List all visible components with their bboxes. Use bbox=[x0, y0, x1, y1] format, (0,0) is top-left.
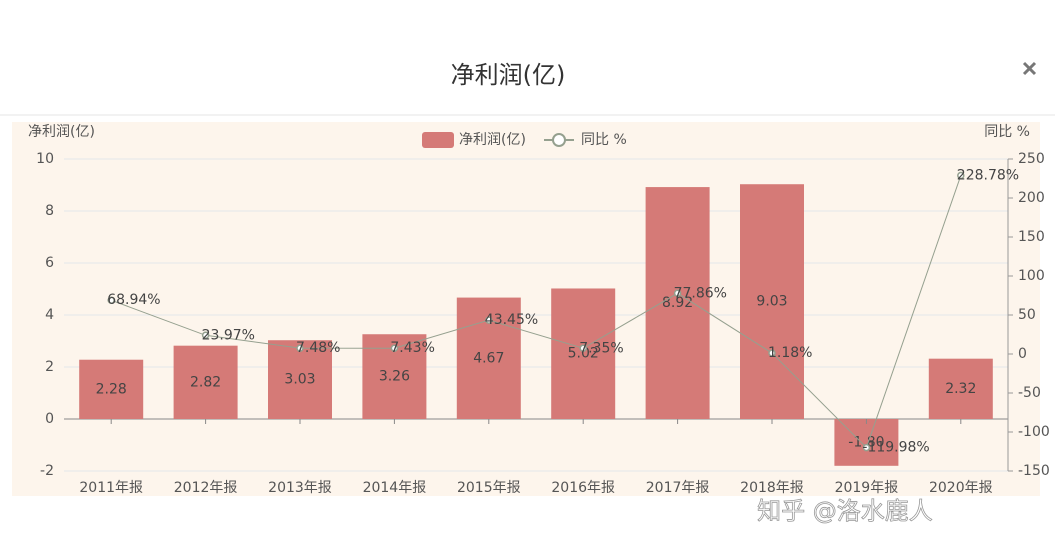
bar-label: 3.03 bbox=[284, 372, 315, 388]
line-point bbox=[485, 316, 493, 324]
line-point bbox=[957, 171, 965, 180]
line-point bbox=[107, 296, 115, 304]
line-point bbox=[296, 344, 304, 352]
line-label: 23.97% bbox=[202, 327, 255, 343]
y-tick-label: -2 bbox=[40, 463, 54, 479]
y2-tick-label: 50 bbox=[1018, 307, 1036, 323]
x-tick-label: 2018年报 bbox=[740, 480, 804, 496]
bar-label: 3.26 bbox=[379, 369, 410, 385]
bar bbox=[551, 288, 616, 419]
bar-label: 4.67 bbox=[473, 350, 504, 366]
y2-axis-title: 同比 % bbox=[984, 124, 1030, 140]
y-tick-label: 0 bbox=[45, 411, 54, 427]
line bbox=[111, 175, 962, 449]
line-label: 1.18% bbox=[768, 345, 812, 361]
y-tick-label: 4 bbox=[45, 307, 54, 323]
x-tick-label: 2020年报 bbox=[929, 480, 993, 496]
y2-tick-label: -150 bbox=[1018, 463, 1050, 479]
line-label: 77.86% bbox=[674, 285, 727, 301]
line-label: 7.43% bbox=[390, 340, 434, 356]
watermark: 知乎 @洛水鹿人 bbox=[757, 497, 933, 525]
y2-tick-label: -50 bbox=[1018, 385, 1041, 401]
y2-tick-label: 100 bbox=[1018, 268, 1045, 284]
bar-label: 8.92 bbox=[662, 295, 693, 311]
x-tick-label: 2016年报 bbox=[551, 480, 615, 496]
line-label: 228.78% bbox=[957, 168, 1019, 184]
x-tick-label: 2019年报 bbox=[835, 480, 899, 496]
line-point bbox=[673, 289, 682, 298]
bar-label: 2.28 bbox=[96, 381, 127, 397]
line-label: 68.94% bbox=[107, 292, 160, 308]
legend-swatch bbox=[552, 133, 566, 147]
bar bbox=[173, 345, 238, 419]
y2-tick-label: 200 bbox=[1018, 190, 1045, 206]
line-label: 7.48% bbox=[296, 340, 340, 356]
y2-tick-label: 0 bbox=[1018, 346, 1027, 362]
bar-label: 5.02 bbox=[568, 346, 599, 362]
x-tick-label: 2012年报 bbox=[174, 480, 238, 496]
x-tick-label: 2017年报 bbox=[646, 480, 710, 496]
line-label: 43.45% bbox=[485, 312, 538, 328]
modal-title: 净利润(亿) bbox=[451, 61, 566, 89]
bar-label: 9.03 bbox=[756, 294, 787, 310]
line-point bbox=[390, 344, 399, 352]
y-tick-label: 6 bbox=[45, 255, 54, 271]
x-tick-label: 2011年报 bbox=[79, 480, 143, 496]
bar bbox=[79, 359, 144, 419]
legend-label: 净利润(亿) bbox=[459, 132, 526, 148]
x-tick-label: 2014年报 bbox=[363, 480, 427, 496]
x-tick-label: 2015年报 bbox=[457, 480, 521, 496]
line-point bbox=[768, 349, 776, 357]
line-point bbox=[201, 331, 210, 340]
x-tick-label: 2013年报 bbox=[268, 480, 332, 496]
line-label: -119.98% bbox=[862, 440, 929, 456]
y2-tick-label: -100 bbox=[1018, 424, 1050, 440]
line-point bbox=[579, 344, 587, 353]
close-button[interactable] bbox=[1022, 61, 1037, 76]
y-axis-title: 净利润(亿) bbox=[28, 124, 95, 140]
legend-swatch bbox=[422, 132, 454, 148]
line-point bbox=[862, 443, 871, 452]
y-tick-label: 10 bbox=[36, 151, 54, 167]
y2-tick-label: 250 bbox=[1018, 151, 1045, 167]
plot: -2 0 2 4 6 8 10 -150 -100 -50 0 50 100 150 200 250 2.28 2… bbox=[36, 132, 1050, 496]
bar-label: 2.82 bbox=[190, 374, 221, 390]
y-tick-label: 8 bbox=[45, 203, 54, 219]
bar bbox=[645, 187, 710, 419]
bar-label: 2.32 bbox=[945, 381, 976, 397]
y-tick-label: 2 bbox=[45, 359, 54, 375]
line-label: 7.35% bbox=[579, 340, 623, 356]
legend-label: 同比 % bbox=[581, 132, 627, 148]
y2-tick-label: 150 bbox=[1018, 229, 1045, 245]
bar bbox=[740, 184, 804, 419]
bar bbox=[268, 340, 332, 419]
bar bbox=[928, 358, 993, 419]
